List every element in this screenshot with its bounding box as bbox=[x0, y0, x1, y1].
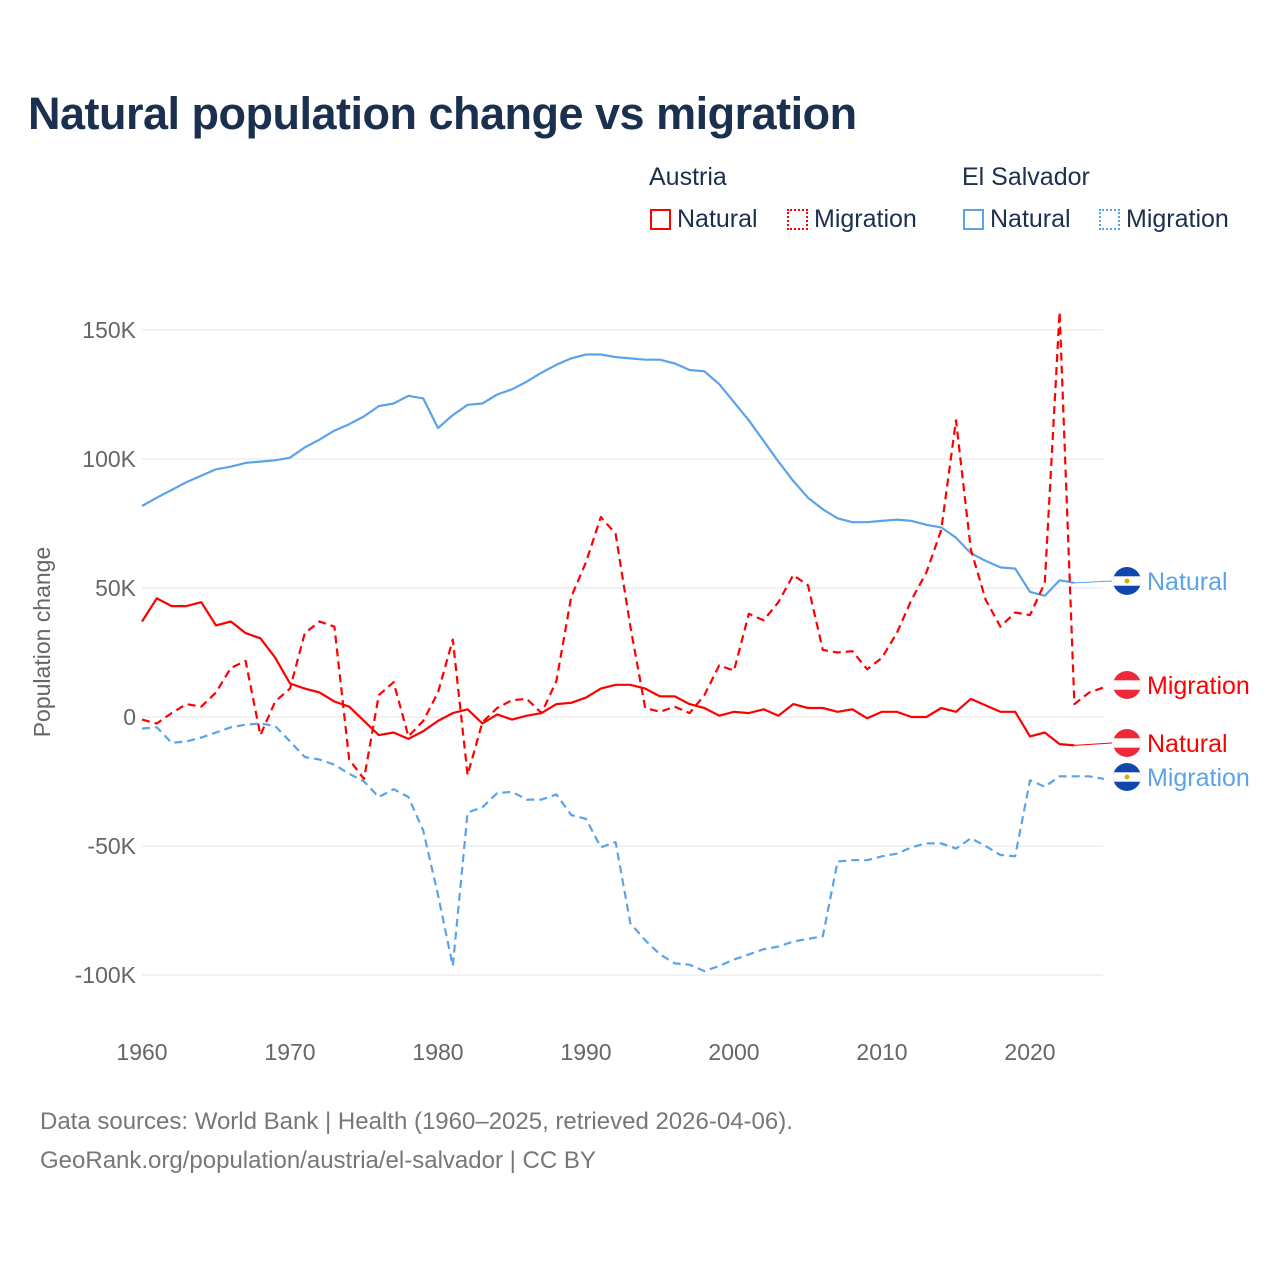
y-tick-label: 100K bbox=[82, 446, 136, 472]
legend-label: Migration bbox=[814, 205, 917, 233]
end-label: Migration bbox=[1147, 672, 1250, 700]
legend-label: Natural bbox=[990, 205, 1071, 233]
y-tick-label: -50K bbox=[87, 833, 136, 859]
end-label: Natural bbox=[1147, 730, 1228, 758]
y-tick-label: 150K bbox=[82, 317, 136, 343]
flag-el-salvador-icon bbox=[1113, 763, 1141, 791]
x-tick-label: 1990 bbox=[560, 1039, 611, 1065]
flag-austria-icon bbox=[1113, 671, 1141, 699]
flag-emblem bbox=[1124, 578, 1130, 584]
series-lines bbox=[141, 310, 1105, 973]
footer-sources: Data sources: World Bank | Health (1960–… bbox=[40, 1108, 793, 1135]
legend-item-austria-natural[interactable]: Natural bbox=[650, 205, 758, 234]
flag-el-salvador-icon bbox=[1113, 567, 1141, 595]
legend-group-el-salvador: El Salvador bbox=[962, 163, 1090, 191]
x-tick-label: 1980 bbox=[412, 1039, 463, 1065]
y-tick-label: 0 bbox=[123, 704, 136, 730]
series-line-austria-migration bbox=[141, 310, 1105, 781]
x-tick-label: 1970 bbox=[264, 1039, 315, 1065]
end-labels: Natural Migration Natural Migration bbox=[1074, 567, 1250, 792]
series-line-el-salvador-migration bbox=[141, 722, 1105, 973]
legend-item-el-salvador-natural[interactable]: Natural bbox=[963, 205, 1071, 234]
flag-emblem bbox=[1124, 774, 1130, 780]
legend-item-el-salvador-migration[interactable]: Migration bbox=[1099, 205, 1229, 234]
y-tick-label: 50K bbox=[95, 575, 137, 601]
x-tick-label: 2000 bbox=[708, 1039, 759, 1065]
x-tick-label: 2020 bbox=[1004, 1039, 1055, 1065]
legend-label: Natural bbox=[677, 205, 758, 233]
end-label: Migration bbox=[1147, 764, 1250, 792]
chart-title: Natural population change vs migration bbox=[28, 88, 857, 139]
y-axis-ticks: -100K -50K 0 50K 100K 150K bbox=[75, 317, 137, 988]
end-label: Natural bbox=[1147, 568, 1228, 596]
legend-swatch-solid bbox=[650, 209, 671, 230]
flag-stripe-white bbox=[1113, 738, 1141, 748]
series-line-el-salvador-natural bbox=[141, 353, 1075, 597]
flag-austria-icon bbox=[1113, 729, 1141, 757]
flag-stripe-white bbox=[1113, 680, 1141, 690]
y-tick-label: -100K bbox=[75, 962, 137, 988]
footer-link[interactable]: GeoRank.org/population/austria/el-salvad… bbox=[40, 1147, 596, 1174]
legend-swatch-dotted bbox=[787, 209, 808, 230]
x-tick-label: 1960 bbox=[116, 1039, 167, 1065]
series-line-austria-natural bbox=[141, 597, 1075, 747]
y-axis-label: Population change bbox=[29, 547, 55, 738]
legend-swatch-dotted bbox=[1099, 209, 1120, 230]
x-axis-ticks: 1960 1970 1980 1990 2000 2010 2020 bbox=[116, 1039, 1055, 1065]
legend-swatch-solid bbox=[963, 209, 984, 230]
gridlines bbox=[142, 329, 1103, 976]
x-tick-label: 2010 bbox=[856, 1039, 907, 1065]
legend-label: Migration bbox=[1126, 205, 1229, 233]
end-label-connector bbox=[1074, 742, 1113, 746]
end-label-connector bbox=[1074, 580, 1113, 584]
legend-item-austria-migration[interactable]: Migration bbox=[787, 205, 917, 234]
legend-group-austria: Austria bbox=[649, 163, 727, 191]
